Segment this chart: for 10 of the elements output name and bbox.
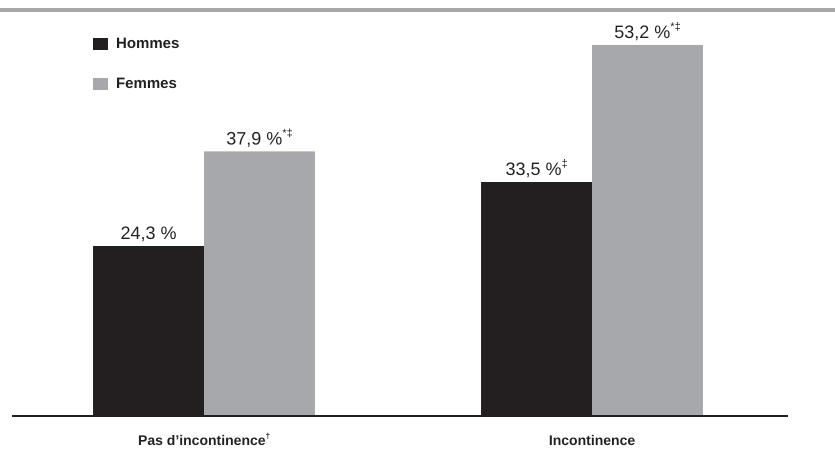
data-label: 24,3 % <box>120 222 177 243</box>
data-label: 37,9 %*‡ <box>226 127 293 148</box>
data-label: 53,2 %*‡ <box>614 20 681 42</box>
legend-label: Femmes <box>116 75 177 92</box>
bar <box>592 45 703 415</box>
bar <box>204 151 315 415</box>
x-tick-label: Pas d’incontinence† <box>138 432 270 448</box>
x-tick-label: Incontinence <box>548 432 636 448</box>
legend-label: Hommes <box>116 35 180 52</box>
data-label: 33,5 %‡ <box>505 158 568 180</box>
